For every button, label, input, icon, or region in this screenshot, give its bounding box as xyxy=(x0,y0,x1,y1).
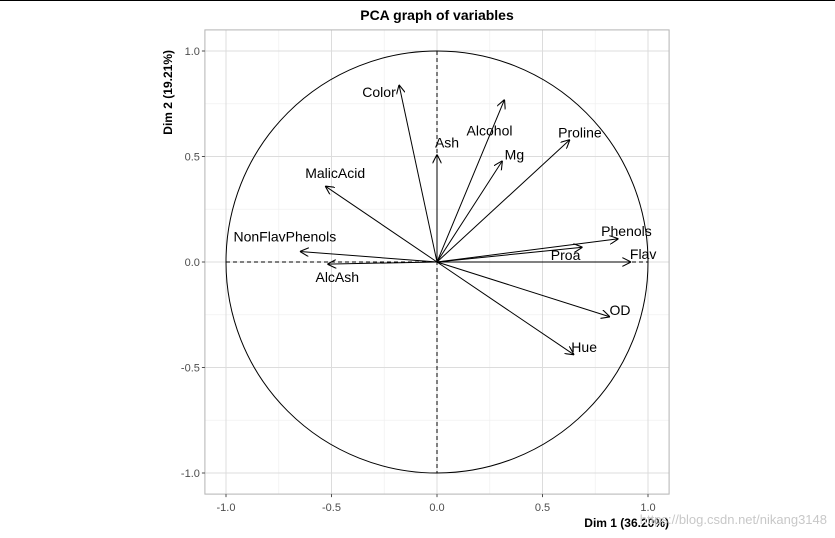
grid-minor xyxy=(204,29,670,495)
vector-alcash xyxy=(327,262,438,264)
x-axis-title: Dim 1 (36.20%) xyxy=(584,516,669,530)
x-tick-label: 0.5 xyxy=(535,502,550,514)
x-axis-ticks: -1.0 -0.5 0.0 0.5 1.0 xyxy=(217,494,656,514)
vector-color xyxy=(399,85,438,263)
y-axis-ticks: -1.0 -0.5 0.0 0.5 1.0 xyxy=(181,46,205,480)
vector-label-alcohol: Alcohol xyxy=(467,123,513,139)
vector-label-hue: Hue xyxy=(571,339,597,355)
vector-label-proline: Proline xyxy=(558,125,602,141)
vector-malicacid xyxy=(325,186,438,263)
chart-title: PCA graph of variables xyxy=(360,7,514,23)
vector-hue xyxy=(436,261,574,355)
vector-label-ash: Ash xyxy=(435,134,459,150)
y-tick-label: -0.5 xyxy=(181,363,200,375)
variable-vectors: Color Alcohol Ash Mg Proline MalicAcid NonFlav… xyxy=(233,84,656,355)
y-tick-label: 0.0 xyxy=(185,257,200,269)
vector-label-nonflavphenols: NonFlavPhenols xyxy=(233,228,336,244)
vector-alcohol xyxy=(436,100,505,263)
x-tick-label: -0.5 xyxy=(322,502,341,514)
x-tick-label: -1.0 xyxy=(217,502,236,514)
vector-label-color: Color xyxy=(362,84,396,100)
vector-phenols xyxy=(436,239,618,263)
y-tick-label: -1.0 xyxy=(181,468,200,480)
vector-od xyxy=(436,261,610,317)
vector-nonflavphenols xyxy=(300,251,438,263)
vector-label-od: OD xyxy=(610,302,631,318)
vector-label-flav: Flav xyxy=(630,246,656,262)
y-axis-title: Dim 2 (19.21%) xyxy=(161,50,175,135)
watermark-text: https://blog.csdn.net/nikang3148 xyxy=(640,512,827,527)
vector-label-alcash: AlcAsh xyxy=(315,269,359,285)
vector-label-mg: Mg xyxy=(505,147,524,163)
vector-proline xyxy=(436,140,570,263)
vector-proa xyxy=(436,247,583,263)
frame-top-border xyxy=(0,0,835,1)
vector-label-proa: Proa xyxy=(551,247,581,263)
x-tick-label: 0.0 xyxy=(429,502,444,514)
vector-mg xyxy=(436,161,502,263)
vector-label-phenols: Phenols xyxy=(601,223,652,239)
x-tick-label: 1.0 xyxy=(640,502,655,514)
y-tick-label: 0.5 xyxy=(185,152,200,164)
y-tick-label: 1.0 xyxy=(185,46,200,58)
vector-label-malicacid: MalicAcid xyxy=(305,165,365,181)
